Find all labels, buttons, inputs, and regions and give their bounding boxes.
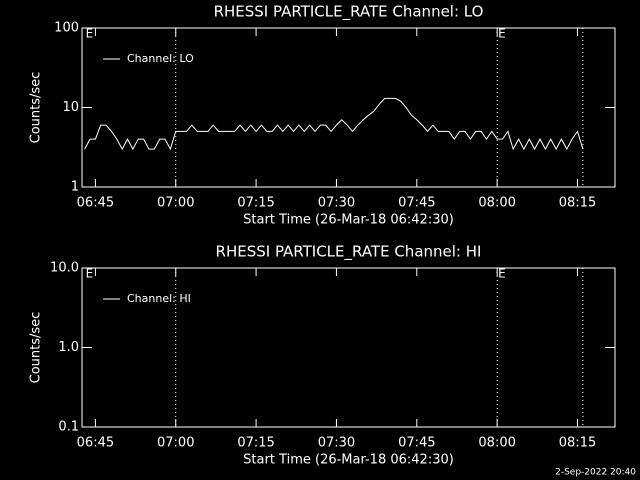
x-axis-label: Start Time (26-Mar-18 06:42:30) [243,213,454,228]
y-tick-label: 10.0 [50,261,79,276]
annotation: E [86,267,94,281]
x-tick-label: 07:45 [398,436,435,451]
y-tick-label: 0.1 [58,420,79,435]
x-tick-label: 07:30 [318,436,355,451]
footer: 2-Sep-2022 20:40 [555,468,636,478]
series-line [84,97,584,151]
x-tick-label: 07:15 [237,196,274,211]
y-tick-label: 100 [54,21,79,36]
x-tick-label: 06:45 [77,196,114,211]
legend-label: Channel: LO [127,52,194,65]
x-tick-label: 07:00 [157,436,194,451]
x-tick-label: 07:00 [157,196,194,211]
x-tick-label: 07:15 [237,436,274,451]
x-tick-label: 08:00 [478,436,515,451]
x-tick-label: 07:30 [318,196,355,211]
y-tick-label: 1.0 [58,340,79,355]
y-axis-label: Counts/sec [29,72,44,144]
annotation: E [498,27,506,41]
x-axis-label: Start Time (26-Mar-18 06:42:30) [243,453,454,468]
x-tick-label: 08:00 [478,196,515,211]
annotation: E [498,267,506,281]
chart-title: RHESSI PARTICLE_RATE Channel: HI [216,243,482,262]
x-tick-label: 08:15 [559,436,596,451]
annotation: E [86,27,94,41]
y-axis-label: Counts/sec [29,312,44,384]
chart-title: RHESSI PARTICLE_RATE Channel: LO [214,3,484,22]
y-tick-label: 10 [62,100,79,115]
x-tick-label: 06:45 [77,436,114,451]
legend-label: Channel: HI [127,292,191,305]
x-tick-label: 07:45 [398,196,435,211]
y-tick-label: 1 [71,180,79,195]
x-tick-label: 08:15 [559,196,596,211]
